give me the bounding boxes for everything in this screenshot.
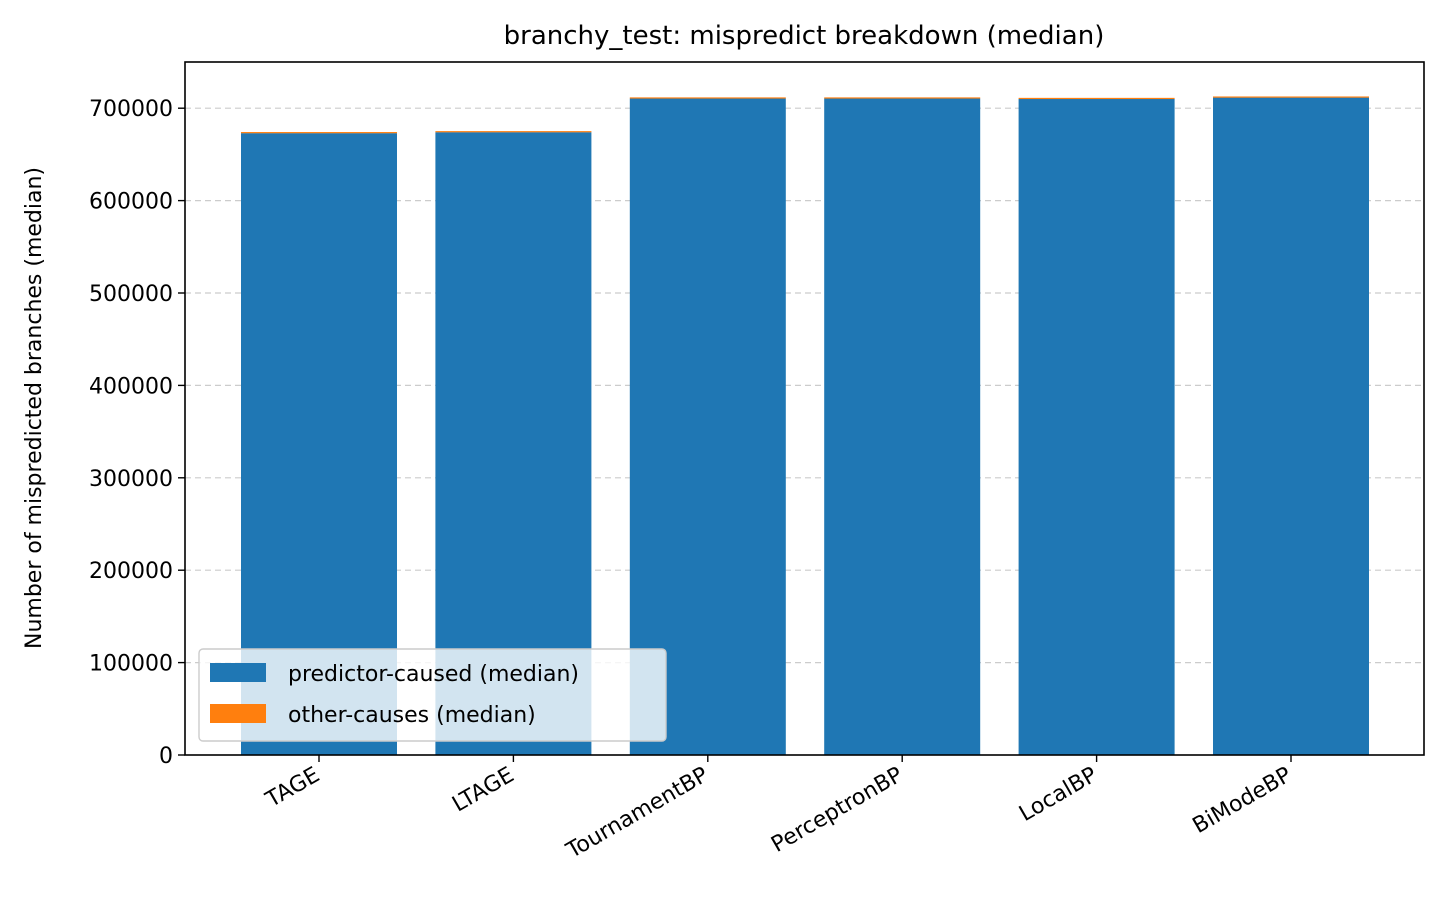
x-tick-label: TAGE (261, 763, 324, 814)
chart-title: branchy_test: mispredict breakdown (medi… (504, 21, 1105, 51)
x-tick-label: LTAGE (448, 763, 518, 818)
y-tick-label: 700000 (89, 97, 173, 122)
legend-box (198, 648, 667, 742)
legend: predictor-caused (median) other-causes (m… (198, 648, 667, 742)
legend-swatch (210, 663, 266, 682)
bar-predictor-caused (824, 98, 981, 756)
y-axis: 0 100000 200000 300000 400000 500000 600000 700… (89, 97, 185, 769)
x-tick-label: BiModeBP (1189, 763, 1296, 839)
y-tick-label: 200000 (89, 559, 173, 584)
bar-other-causes (1018, 97, 1175, 100)
bar-other-causes (241, 132, 397, 134)
legend-swatch (210, 704, 266, 723)
bar-other-causes (824, 97, 981, 99)
bar-other-causes (435, 131, 592, 133)
y-tick-label: 300000 (89, 467, 173, 492)
y-tick-label: 600000 (89, 190, 173, 215)
y-tick-label: 100000 (89, 652, 173, 677)
x-tick-label: PerceptronBP (767, 763, 907, 858)
x-tick-label: TournamentBP (562, 763, 713, 865)
legend-label: other-causes (median) (288, 703, 536, 728)
x-tick-label: LocalBP (1015, 763, 1101, 827)
bar-predictor-caused (629, 98, 786, 756)
legend-label: predictor-caused (median) (288, 662, 579, 687)
bar-other-causes (629, 97, 786, 99)
bar-other-causes (1213, 96, 1369, 98)
plot-frame (184, 61, 1425, 756)
y-tick-label: 0 (159, 744, 173, 769)
bar-predictor-caused (1018, 98, 1175, 755)
bar-predictor-caused (1213, 97, 1369, 756)
x-axis: TAGE LTAGE TournamentBP PerceptronBP LocalBP… (261, 755, 1296, 864)
y-axis-title: Number of mispredicted branches (median) (22, 167, 47, 649)
y-tick-label: 500000 (89, 282, 173, 307)
y-tick-label: 400000 (89, 374, 173, 399)
